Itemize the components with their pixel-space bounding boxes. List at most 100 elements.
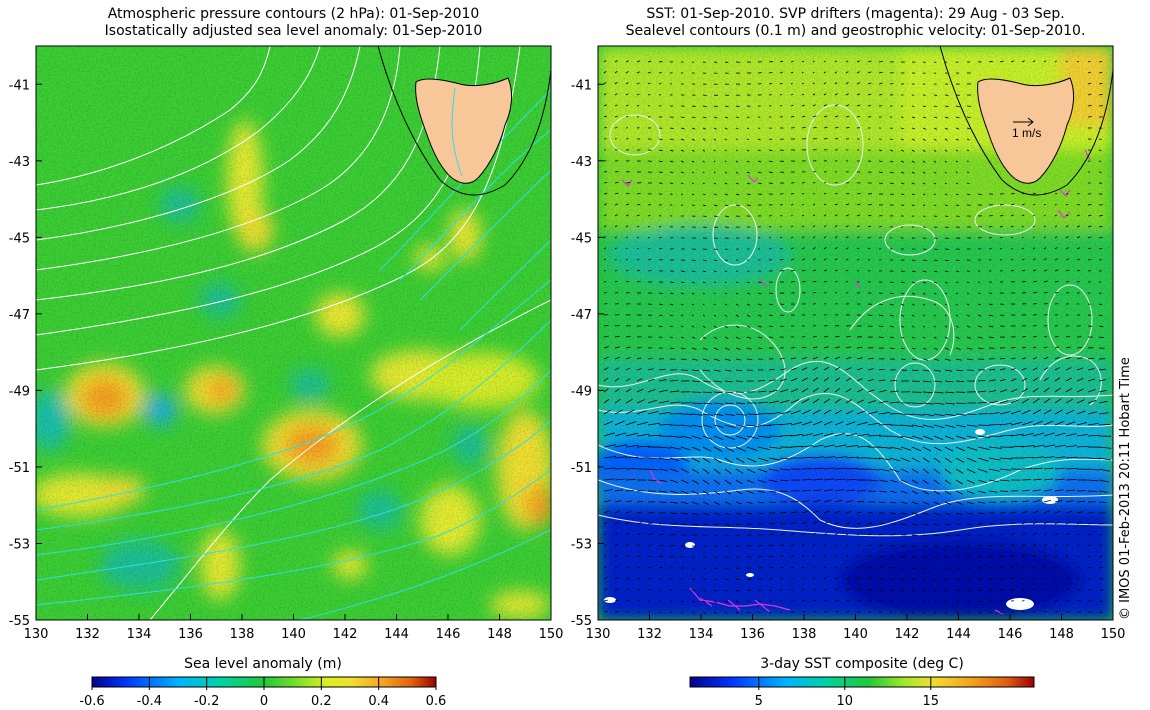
- velocity-vector: [603, 588, 608, 591]
- velocity-vector: [834, 82, 838, 85]
- velocity-vector: [658, 72, 662, 74]
- velocity-vector: [1010, 258, 1014, 261]
- velocity-vector: [1087, 104, 1092, 107]
- velocity-vector: [669, 457, 680, 462]
- velocity-vector: [966, 446, 978, 451]
- velocity-vector: [790, 93, 793, 96]
- velocity-vector: [603, 533, 607, 536]
- velocity-vector: [977, 501, 986, 504]
- velocity-vector: [900, 457, 911, 463]
- velocity-vector: [889, 325, 894, 328]
- velocity-vector: [1065, 398, 1074, 404]
- velocity-vector: [1043, 600, 1047, 602]
- velocity-vector: [1021, 388, 1028, 393]
- velocity-vector: [955, 204, 960, 206]
- velocity-vector: [1010, 533, 1016, 536]
- velocity-vector: [834, 269, 838, 272]
- velocity-vector: [889, 347, 895, 349]
- velocity-vector: [669, 325, 673, 328]
- velocity-vector: [790, 247, 794, 250]
- velocity-vector: [625, 104, 629, 107]
- velocity-vector: [713, 292, 716, 295]
- velocity-vector: [746, 160, 750, 163]
- velocity-vector: [746, 446, 758, 451]
- velocity-vector: [691, 347, 697, 350]
- velocity-vector: [724, 270, 728, 272]
- velocity-vector: [1054, 214, 1057, 217]
- velocity-vector: [603, 269, 606, 272]
- velocity-vector: [834, 577, 838, 580]
- velocity-vector: [614, 543, 618, 547]
- velocity-vector: [1098, 71, 1103, 74]
- right-axes: 130 132 134 136 138 140 142 144 146 148 150-41-43-…: [571, 78, 1126, 642]
- velocity-vector: [1021, 377, 1028, 382]
- velocity-vector: [966, 149, 970, 152]
- velocity-vector: [1021, 60, 1025, 63]
- velocity-vector: [658, 314, 663, 317]
- velocity-vector: [724, 193, 729, 196]
- velocity-vector: [625, 388, 632, 393]
- velocity-vector: [669, 171, 674, 174]
- velocity-vector: [801, 532, 806, 536]
- velocity-vector: [658, 490, 667, 493]
- velocity-vector: [878, 314, 884, 317]
- velocity-vector: [1076, 367, 1084, 371]
- velocity-vector: [1054, 456, 1066, 459]
- velocity-vector: [1087, 214, 1092, 217]
- velocity-vector: [988, 225, 993, 228]
- velocity-vector: [966, 457, 977, 463]
- velocity-vector: [1076, 433, 1088, 437]
- velocity-vector: [922, 435, 933, 440]
- velocity-vector: [801, 521, 807, 525]
- velocity-vector: [757, 314, 762, 317]
- velocity-vector: [1021, 398, 1030, 404]
- velocity-vector: [922, 116, 927, 119]
- velocity-vector: [900, 160, 905, 163]
- velocity-vector: [603, 544, 607, 547]
- velocity-vector: [988, 390, 997, 393]
- velocity-vector: [944, 578, 948, 580]
- velocity-vector: [603, 555, 607, 558]
- velocity-vector: [812, 499, 821, 503]
- velocity-vector: [614, 388, 620, 393]
- sst-colorbar-tick-label: 5: [755, 694, 763, 709]
- velocity-vector: [724, 413, 735, 416]
- velocity-vector: [900, 303, 905, 306]
- velocity-vector: [614, 269, 618, 272]
- right-y-tick-label: -41: [571, 78, 592, 93]
- velocity-vector: [1032, 236, 1035, 239]
- velocity-vector: [669, 149, 674, 152]
- velocity-vector: [1098, 400, 1108, 404]
- velocity-vector: [713, 589, 718, 592]
- velocity-vector: [647, 410, 659, 415]
- velocity-vector: [944, 336, 949, 339]
- velocity-vector: [944, 380, 954, 383]
- velocity-vector: [845, 544, 849, 547]
- velocity-vector: [691, 424, 703, 428]
- velocity-vector: [702, 270, 707, 273]
- velocity-vector: [724, 358, 731, 361]
- velocity-vector: [614, 115, 618, 118]
- velocity-vector: [614, 409, 623, 415]
- velocity-vector: [944, 171, 947, 174]
- velocity-vector: [658, 479, 668, 482]
- velocity-vector: [944, 501, 952, 506]
- velocity-vector: [735, 303, 739, 306]
- velocity-vector: [1032, 291, 1037, 294]
- velocity-vector: [834, 71, 838, 74]
- velocity-vector: [702, 259, 707, 262]
- velocity-vector: [702, 358, 709, 361]
- velocity-vector: [713, 600, 718, 603]
- velocity-vector: [955, 413, 967, 416]
- left-axes: 130 132 134 136 138 140 142 144 146 148 150-41-43-…: [9, 78, 564, 642]
- velocity-vector: [702, 314, 705, 317]
- velocity-vector: [1054, 280, 1059, 283]
- velocity-vector: [834, 387, 841, 393]
- velocity-vector: [1065, 258, 1070, 261]
- velocity-vector: [933, 193, 936, 196]
- velocity-vector: [823, 521, 829, 525]
- velocity-vector: [1043, 336, 1047, 338]
- velocity-vector: [845, 511, 852, 514]
- velocity-vector: [834, 398, 841, 404]
- velocity-vector: [911, 600, 914, 603]
